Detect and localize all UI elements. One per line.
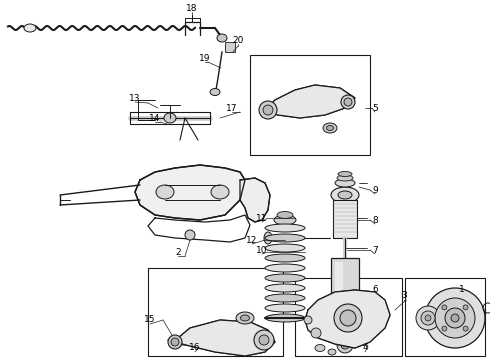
Polygon shape	[265, 85, 355, 118]
Text: 19: 19	[199, 54, 211, 63]
Text: 3: 3	[401, 292, 407, 301]
Ellipse shape	[265, 234, 305, 242]
Text: 17: 17	[226, 104, 238, 113]
Ellipse shape	[265, 304, 305, 312]
Circle shape	[259, 101, 277, 119]
Ellipse shape	[323, 123, 337, 133]
Ellipse shape	[331, 187, 359, 203]
Ellipse shape	[338, 171, 352, 176]
Text: 4: 4	[362, 343, 368, 352]
Circle shape	[337, 337, 353, 353]
Circle shape	[185, 230, 195, 240]
Circle shape	[442, 305, 447, 310]
Bar	[250, 55, 370, 155]
Bar	[335, 262, 343, 334]
Bar	[148, 268, 283, 356]
Text: 11: 11	[256, 213, 268, 222]
Text: 9: 9	[372, 185, 378, 194]
Ellipse shape	[241, 315, 249, 321]
Text: 10: 10	[256, 246, 268, 255]
Ellipse shape	[265, 314, 305, 322]
Circle shape	[168, 335, 182, 349]
Circle shape	[259, 335, 269, 345]
Bar	[333, 200, 357, 238]
Circle shape	[304, 316, 312, 324]
Circle shape	[340, 310, 356, 326]
Circle shape	[341, 95, 355, 109]
Ellipse shape	[338, 191, 352, 199]
Circle shape	[445, 308, 465, 328]
Polygon shape	[135, 165, 245, 220]
Text: 15: 15	[144, 315, 156, 324]
Circle shape	[344, 98, 352, 106]
Circle shape	[425, 288, 485, 348]
Ellipse shape	[236, 312, 254, 324]
Ellipse shape	[265, 244, 305, 252]
Ellipse shape	[277, 212, 293, 219]
Text: 20: 20	[232, 36, 244, 45]
Circle shape	[421, 311, 435, 325]
Polygon shape	[305, 290, 390, 348]
Polygon shape	[168, 320, 275, 356]
Circle shape	[341, 341, 349, 349]
Ellipse shape	[265, 274, 305, 282]
Circle shape	[451, 314, 459, 322]
Circle shape	[425, 315, 431, 321]
Ellipse shape	[328, 349, 336, 355]
Text: 14: 14	[149, 113, 161, 122]
Ellipse shape	[326, 126, 334, 131]
Ellipse shape	[164, 113, 176, 123]
Text: 18: 18	[186, 4, 198, 13]
Ellipse shape	[265, 264, 305, 272]
Text: 6: 6	[372, 285, 378, 294]
Ellipse shape	[315, 345, 325, 351]
Bar	[295, 278, 402, 356]
Circle shape	[463, 305, 468, 310]
Ellipse shape	[156, 185, 174, 199]
Circle shape	[171, 338, 179, 346]
Text: 1: 1	[459, 285, 465, 294]
Circle shape	[311, 328, 321, 338]
Text: 13: 13	[129, 94, 141, 103]
Circle shape	[416, 306, 440, 330]
Text: 8: 8	[372, 216, 378, 225]
Text: 7: 7	[372, 246, 378, 255]
Ellipse shape	[335, 179, 355, 187]
Circle shape	[463, 326, 468, 331]
Ellipse shape	[337, 175, 353, 181]
Ellipse shape	[265, 294, 305, 302]
Text: 16: 16	[189, 343, 201, 352]
Ellipse shape	[211, 185, 229, 199]
Ellipse shape	[24, 24, 36, 32]
Ellipse shape	[210, 89, 220, 95]
Ellipse shape	[217, 34, 227, 42]
Bar	[331, 258, 359, 338]
Text: 12: 12	[246, 235, 258, 244]
Bar	[405, 278, 485, 356]
Text: 2: 2	[175, 248, 181, 257]
Ellipse shape	[265, 254, 305, 262]
Circle shape	[254, 330, 274, 350]
Circle shape	[435, 298, 475, 338]
Circle shape	[263, 105, 273, 115]
Polygon shape	[240, 178, 270, 222]
Ellipse shape	[274, 215, 296, 225]
Ellipse shape	[265, 224, 305, 232]
Ellipse shape	[264, 232, 272, 244]
Circle shape	[334, 304, 362, 332]
Text: 5: 5	[372, 104, 378, 113]
Ellipse shape	[265, 284, 305, 292]
Circle shape	[442, 326, 447, 331]
Polygon shape	[225, 42, 235, 52]
